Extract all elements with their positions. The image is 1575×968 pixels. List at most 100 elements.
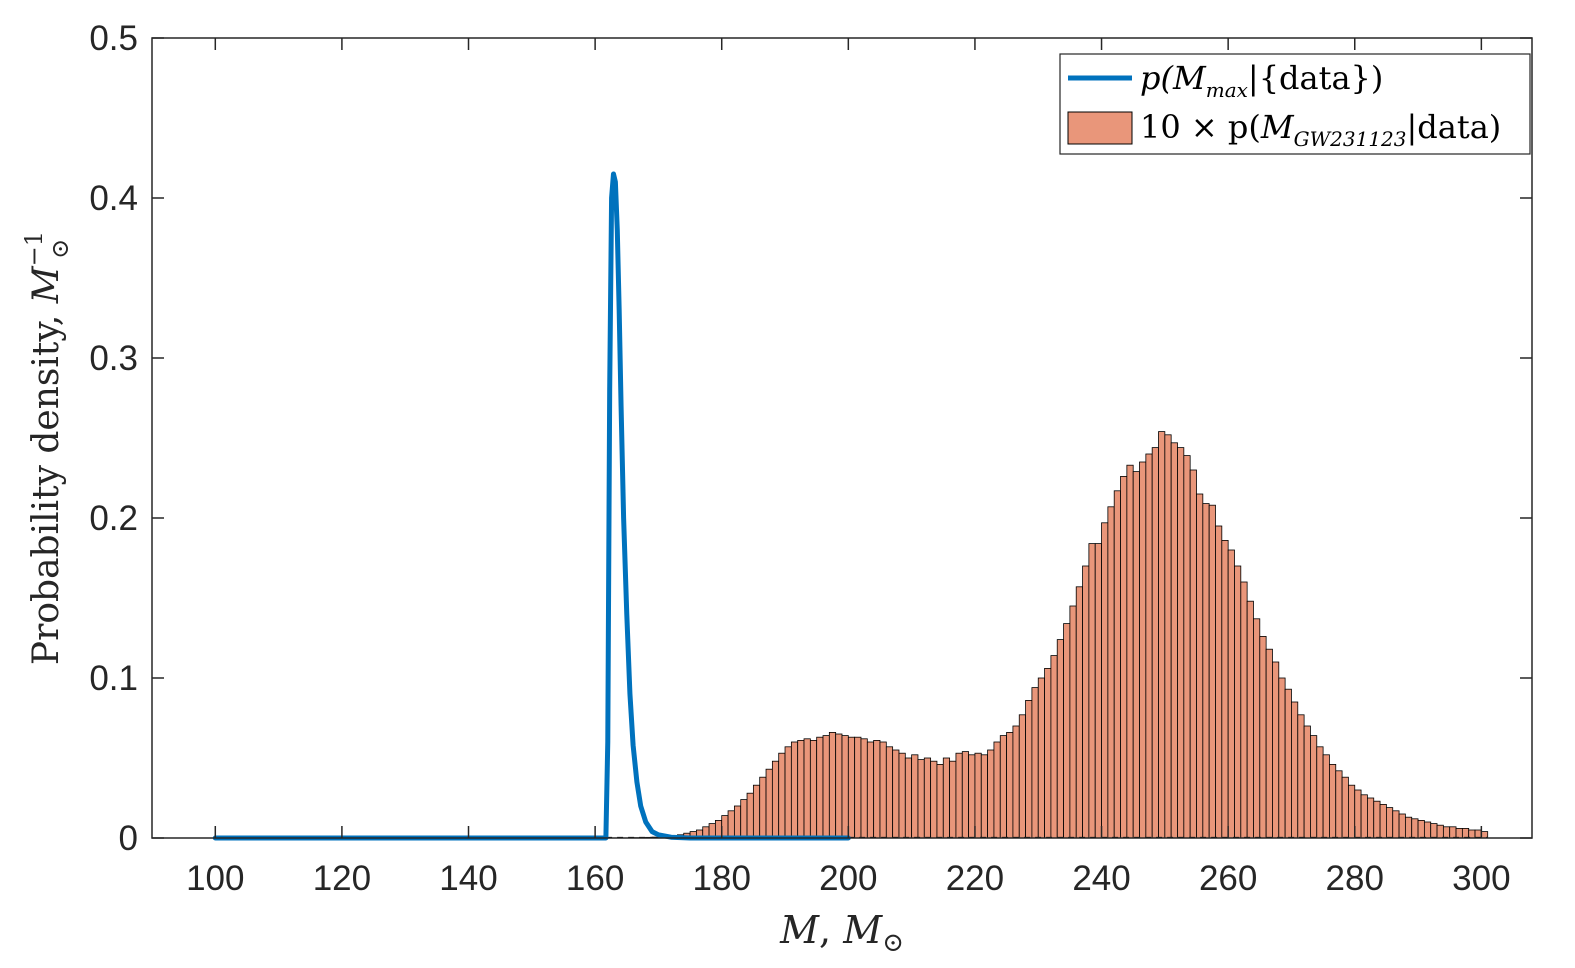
x-tick-label: 200	[819, 859, 877, 898]
legend-label-gw231123: 10 × p(MGW231123|data)	[1140, 108, 1501, 151]
svg-text:Probability density, M−1⊙: Probability density, M−1⊙	[20, 231, 74, 665]
histogram-bar	[714, 820, 723, 839]
histogram-bar	[1303, 725, 1311, 839]
histogram-bar	[961, 751, 970, 839]
histogram-bar	[1455, 828, 1463, 839]
legend-box	[1059, 53, 1531, 155]
histogram-bar	[771, 760, 780, 839]
x-tick-label: 300	[1452, 859, 1510, 898]
histogram-bars	[632, 431, 1489, 839]
svg-text:M, M⊙: M, M⊙	[779, 908, 904, 958]
histogram-bar	[790, 741, 799, 839]
histogram-bar	[1468, 829, 1476, 839]
x-tick-label: 120	[313, 859, 371, 898]
histogram-bar	[1310, 735, 1318, 839]
histogram-bar	[1221, 540, 1229, 839]
histogram-bar	[746, 792, 754, 839]
histogram-bar	[1348, 784, 1356, 839]
histogram-bar	[1253, 618, 1261, 839]
histogram-bar	[797, 740, 805, 839]
histogram-bar	[1025, 700, 1033, 839]
histogram-bar	[809, 740, 818, 839]
histogram-bar	[1094, 543, 1102, 839]
histogram-bar	[1132, 471, 1140, 839]
histogram-bar	[1107, 506, 1115, 839]
histogram-bar	[1354, 789, 1362, 839]
y-tick-label: 0.2	[89, 499, 138, 538]
histogram-bar	[1316, 746, 1324, 839]
histogram-bar	[1329, 764, 1337, 839]
histogram-bar	[1234, 565, 1242, 839]
x-tick-label: 280	[1326, 859, 1384, 898]
histogram-bar	[1139, 461, 1147, 839]
histogram-bar	[1063, 623, 1071, 839]
histogram-bar	[1430, 823, 1438, 839]
axes-frame	[151, 37, 1533, 839]
histogram-bar	[847, 736, 856, 839]
histogram-bar	[1170, 442, 1178, 839]
histogram-bar	[1202, 503, 1210, 839]
histogram-bar	[1006, 732, 1014, 839]
x-tick-label: 140	[439, 859, 497, 898]
histogram-bar	[1360, 794, 1368, 839]
histogram-bar	[1386, 807, 1394, 839]
histogram-bar	[1050, 655, 1058, 839]
histogram-bar	[999, 735, 1007, 839]
histogram-bar	[752, 784, 761, 839]
histogram-bar	[1474, 829, 1482, 839]
histogram-bar	[765, 768, 773, 839]
histogram-bar	[1335, 770, 1343, 839]
histogram-bar	[1297, 714, 1305, 839]
histogram-bar	[1411, 818, 1419, 839]
histogram-bar	[1291, 701, 1299, 839]
x-tick-label: 180	[693, 859, 751, 898]
histogram-bar	[1069, 605, 1077, 839]
histogram-bar	[1215, 525, 1223, 839]
histogram-bar	[1461, 828, 1470, 839]
histogram-bar	[1373, 800, 1381, 839]
histogram-bar	[1423, 821, 1432, 839]
histogram-bar	[778, 752, 786, 839]
histogram-bar	[1031, 687, 1039, 839]
histogram-bar	[1120, 475, 1128, 839]
histogram-bar	[1044, 668, 1052, 839]
histogram-bar	[828, 732, 837, 839]
histogram-bar	[841, 735, 849, 839]
histogram-bar	[803, 738, 811, 839]
x-axis-label: M, M⊙	[779, 908, 904, 958]
histogram-bar	[930, 760, 938, 839]
histogram-bar	[1442, 826, 1451, 839]
histogram-bar	[727, 810, 735, 839]
histogram-bar	[1341, 776, 1349, 839]
histogram-bar	[1284, 688, 1292, 839]
histogram-bar	[740, 799, 748, 839]
histogram-bar	[1012, 725, 1020, 839]
histogram-bar	[1246, 600, 1254, 839]
histogram-bar	[936, 764, 944, 839]
histogram-bar	[1177, 447, 1185, 839]
histogram-bar	[892, 749, 900, 839]
histogram-bar	[1075, 586, 1083, 839]
y-tick-label: 0	[119, 819, 138, 858]
histogram-bar	[980, 754, 989, 839]
histogram-bar	[879, 741, 887, 839]
y-tick-label: 0.1	[89, 659, 138, 698]
histogram-bar	[1126, 464, 1134, 839]
histogram-bar	[1436, 824, 1444, 839]
histogram-bar	[1278, 677, 1286, 839]
x-tick-label: 240	[1072, 859, 1130, 898]
x-tick-label: 100	[186, 859, 244, 898]
histogram-bar	[822, 735, 830, 839]
histogram-bar	[955, 752, 963, 839]
histogram-bar	[1449, 826, 1457, 839]
histogram-bar	[1189, 469, 1197, 839]
histogram-bar	[1088, 543, 1096, 839]
legend: p(Mmax|{data}) 10 × p(MGW231123|data)	[1059, 53, 1531, 155]
histogram-bar	[904, 757, 913, 839]
histogram-bar	[1379, 804, 1387, 839]
histogram-bar	[1322, 754, 1330, 839]
histogram-bar	[1183, 455, 1191, 839]
histogram-bar	[1037, 677, 1045, 839]
histogram-bar	[873, 740, 881, 839]
